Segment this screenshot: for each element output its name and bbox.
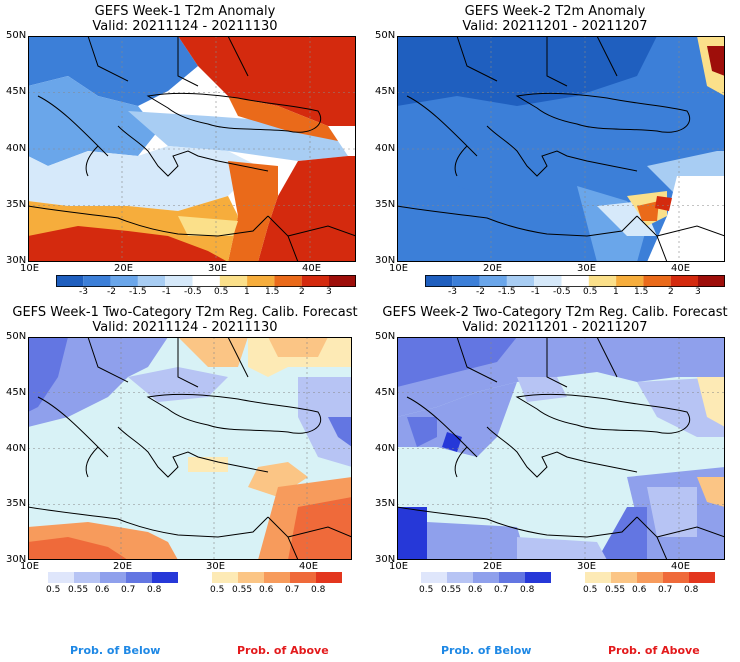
- p2-cb-label: -1: [531, 287, 540, 297]
- p1-lon-label: 40E: [302, 263, 322, 274]
- legend-prob-below-left: Prob. of Below: [70, 644, 161, 657]
- p1-cb-label: 1.5: [265, 287, 280, 297]
- p3-lon-label: 20E: [113, 561, 133, 572]
- p1-lat-label: 30N: [6, 255, 27, 266]
- p4-lat-label: 40N: [375, 443, 396, 454]
- p2-lat-label: 40N: [375, 143, 396, 154]
- p1-lon-label: 20E: [114, 263, 134, 274]
- p3-lat-label: 50N: [6, 331, 27, 342]
- panel-4-valid: Valid: 20211201 - 20211207: [462, 320, 648, 335]
- p3-lon-label: 10E: [20, 561, 40, 572]
- p4-lon-label: 40E: [671, 561, 691, 572]
- p3-lat-label: 35N: [6, 498, 27, 509]
- p4-below-label: 0.6: [468, 585, 483, 595]
- p1-cb-label: 2: [299, 287, 305, 297]
- p1-cb-label: 1: [244, 287, 250, 297]
- panel-2-title: GEFS Week-2 T2m Anomaly: [464, 4, 646, 19]
- p2-cb-label: -2: [476, 287, 485, 297]
- p4-lat-label: 30N: [375, 554, 396, 565]
- p1-cb-label: -1.5: [129, 287, 147, 297]
- p3-lat-label: 40N: [6, 443, 27, 454]
- p4-above-label: 0.5: [583, 585, 598, 595]
- p3-below-label: 0.6: [95, 585, 110, 595]
- p2-cb-label: -0.5: [553, 287, 571, 297]
- p3-lat-label: 45N: [6, 387, 27, 398]
- p2-cb-label: -1.5: [498, 287, 516, 297]
- panel-1-map: [28, 36, 356, 262]
- p3-below-label: 0.8: [147, 585, 162, 595]
- p1-cb-label: -3: [79, 287, 88, 297]
- p1-lon-label: 10E: [20, 263, 40, 274]
- p2-cb-label: -3: [448, 287, 457, 297]
- p3-below-label: 0.55: [68, 585, 89, 595]
- p2-cb-label: 1.5: [634, 287, 649, 297]
- panel-3-below-colorbar: [48, 572, 178, 583]
- p1-cb-label: 3: [326, 287, 332, 297]
- panel-3-above-colorbar: [212, 572, 342, 583]
- p4-lat-label: 45N: [375, 387, 396, 398]
- p1-cb-label: 0.5: [214, 287, 229, 297]
- panel-3-valid: Valid: 20211124 - 20211130: [92, 320, 278, 335]
- p4-lon-label: 10E: [389, 561, 409, 572]
- p4-below-label: 0.55: [441, 585, 462, 595]
- p4-above-label: 0.8: [684, 585, 699, 595]
- panel-2-valid: Valid: 20211201 - 20211207: [462, 19, 648, 34]
- p1-lat-label: 45N: [6, 86, 27, 97]
- p1-lat-label: 50N: [6, 30, 27, 41]
- p4-lat-label: 50N: [375, 331, 396, 342]
- p1-cb-label: -2: [107, 287, 116, 297]
- panel-1-title: GEFS Week-1 T2m Anomaly: [94, 4, 276, 19]
- p2-lon-label: 30E: [577, 263, 597, 274]
- p3-above-label: 0.55: [232, 585, 253, 595]
- p4-lon-label: 30E: [577, 561, 597, 572]
- p2-lat-label: 45N: [375, 86, 396, 97]
- panel-3-map: [28, 337, 352, 560]
- p2-lat-label: 35N: [375, 199, 396, 210]
- p4-above-label: 0.6: [632, 585, 647, 595]
- p3-below-label: 0.5: [46, 585, 61, 595]
- legend-prob-above-left: Prob. of Above: [237, 644, 329, 657]
- panel-4-below-colorbar: [421, 572, 551, 583]
- p4-above-label: 0.7: [658, 585, 673, 595]
- p2-lon-label: 20E: [483, 263, 503, 274]
- p3-above-label: 0.5: [210, 585, 225, 595]
- panel-4-title: GEFS Week-2 Two-Category T2m Reg. Calib.…: [382, 305, 728, 320]
- panel-4-above-colorbar: [585, 572, 715, 583]
- p2-lon-label: 10E: [389, 263, 409, 274]
- p2-cb-label: 3: [695, 287, 701, 297]
- panel-2-colorbar: [425, 275, 725, 287]
- p2-lat-label: 30N: [375, 255, 396, 266]
- p2-cb-label: 1: [613, 287, 619, 297]
- p1-lat-label: 35N: [6, 199, 27, 210]
- p4-lat-label: 35N: [375, 498, 396, 509]
- legend-prob-above-right: Prob. of Above: [608, 644, 700, 657]
- p1-cb-label: -1: [162, 287, 171, 297]
- p2-lat-label: 50N: [375, 30, 396, 41]
- p4-above-label: 0.55: [605, 585, 626, 595]
- p1-cb-label: -0.5: [184, 287, 202, 297]
- p3-above-label: 0.6: [259, 585, 274, 595]
- p4-below-label: 0.7: [494, 585, 509, 595]
- panel-1-colorbar: [56, 275, 356, 287]
- p4-below-label: 0.8: [520, 585, 535, 595]
- p3-lon-label: 30E: [206, 561, 226, 572]
- p1-lat-label: 40N: [6, 143, 27, 154]
- p3-lon-label: 40E: [299, 561, 319, 572]
- panel-1-valid: Valid: 20211124 - 20211130: [92, 19, 278, 34]
- p3-below-label: 0.7: [121, 585, 136, 595]
- panel-2-map: [397, 36, 725, 262]
- p4-lon-label: 20E: [483, 561, 503, 572]
- panel-3-title: GEFS Week-1 Two-Category T2m Reg. Calib.…: [12, 305, 358, 320]
- p2-cb-label: 2: [668, 287, 674, 297]
- p3-above-label: 0.8: [311, 585, 326, 595]
- p4-below-label: 0.5: [419, 585, 434, 595]
- p2-cb-label: 0.5: [583, 287, 598, 297]
- panel-4-map: [397, 337, 725, 560]
- p3-above-label: 0.7: [285, 585, 300, 595]
- p2-lon-label: 40E: [671, 263, 691, 274]
- p3-lat-label: 30N: [6, 554, 27, 565]
- legend-prob-below-right: Prob. of Below: [441, 644, 532, 657]
- p1-lon-label: 30E: [208, 263, 228, 274]
